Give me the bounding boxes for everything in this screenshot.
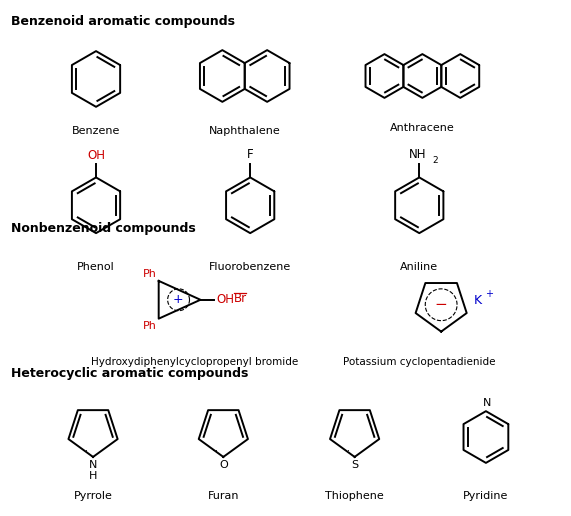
Text: Potassium cyclopentadienide: Potassium cyclopentadienide [343, 358, 495, 367]
Text: ··: ·· [82, 446, 88, 456]
Text: Fluorobenzene: Fluorobenzene [209, 262, 291, 272]
Text: K: K [474, 294, 482, 307]
Text: O: O [219, 460, 228, 470]
Text: Ph: Ph [143, 320, 156, 331]
Text: Anthracene: Anthracene [390, 123, 455, 133]
Text: S: S [351, 460, 358, 470]
Text: Naphthalene: Naphthalene [209, 126, 280, 136]
Text: F: F [247, 148, 254, 160]
Text: Pyridine: Pyridine [463, 491, 509, 501]
Text: Nonbenzenoid compounds: Nonbenzenoid compounds [11, 222, 196, 235]
Text: +: + [485, 289, 493, 299]
Text: OH: OH [87, 149, 105, 162]
Text: −: − [435, 297, 448, 312]
Text: Furan: Furan [208, 491, 239, 501]
Text: Ph: Ph [143, 269, 156, 279]
Text: +: + [172, 293, 183, 307]
Text: Hydroxydiphenylcyclopropenyl bromide: Hydroxydiphenylcyclopropenyl bromide [91, 358, 298, 367]
Text: 2: 2 [432, 155, 438, 165]
Text: Heterocyclic aromatic compounds: Heterocyclic aromatic compounds [11, 367, 249, 380]
Text: Phenol: Phenol [77, 262, 115, 272]
Text: OH: OH [216, 293, 234, 307]
Text: NH: NH [408, 148, 426, 160]
Text: Br: Br [234, 292, 247, 305]
Text: N: N [482, 398, 491, 408]
Text: Thiophene: Thiophene [325, 491, 384, 501]
Text: ··: ·· [344, 446, 349, 456]
Text: Benzene: Benzene [72, 126, 120, 136]
Text: Aniline: Aniline [400, 262, 439, 272]
Text: H: H [89, 471, 97, 481]
Text: Pyrrole: Pyrrole [74, 491, 112, 501]
Text: ··: ·· [212, 446, 218, 456]
Text: Benzenoid aromatic compounds: Benzenoid aromatic compounds [11, 15, 235, 28]
Text: N: N [89, 460, 97, 470]
